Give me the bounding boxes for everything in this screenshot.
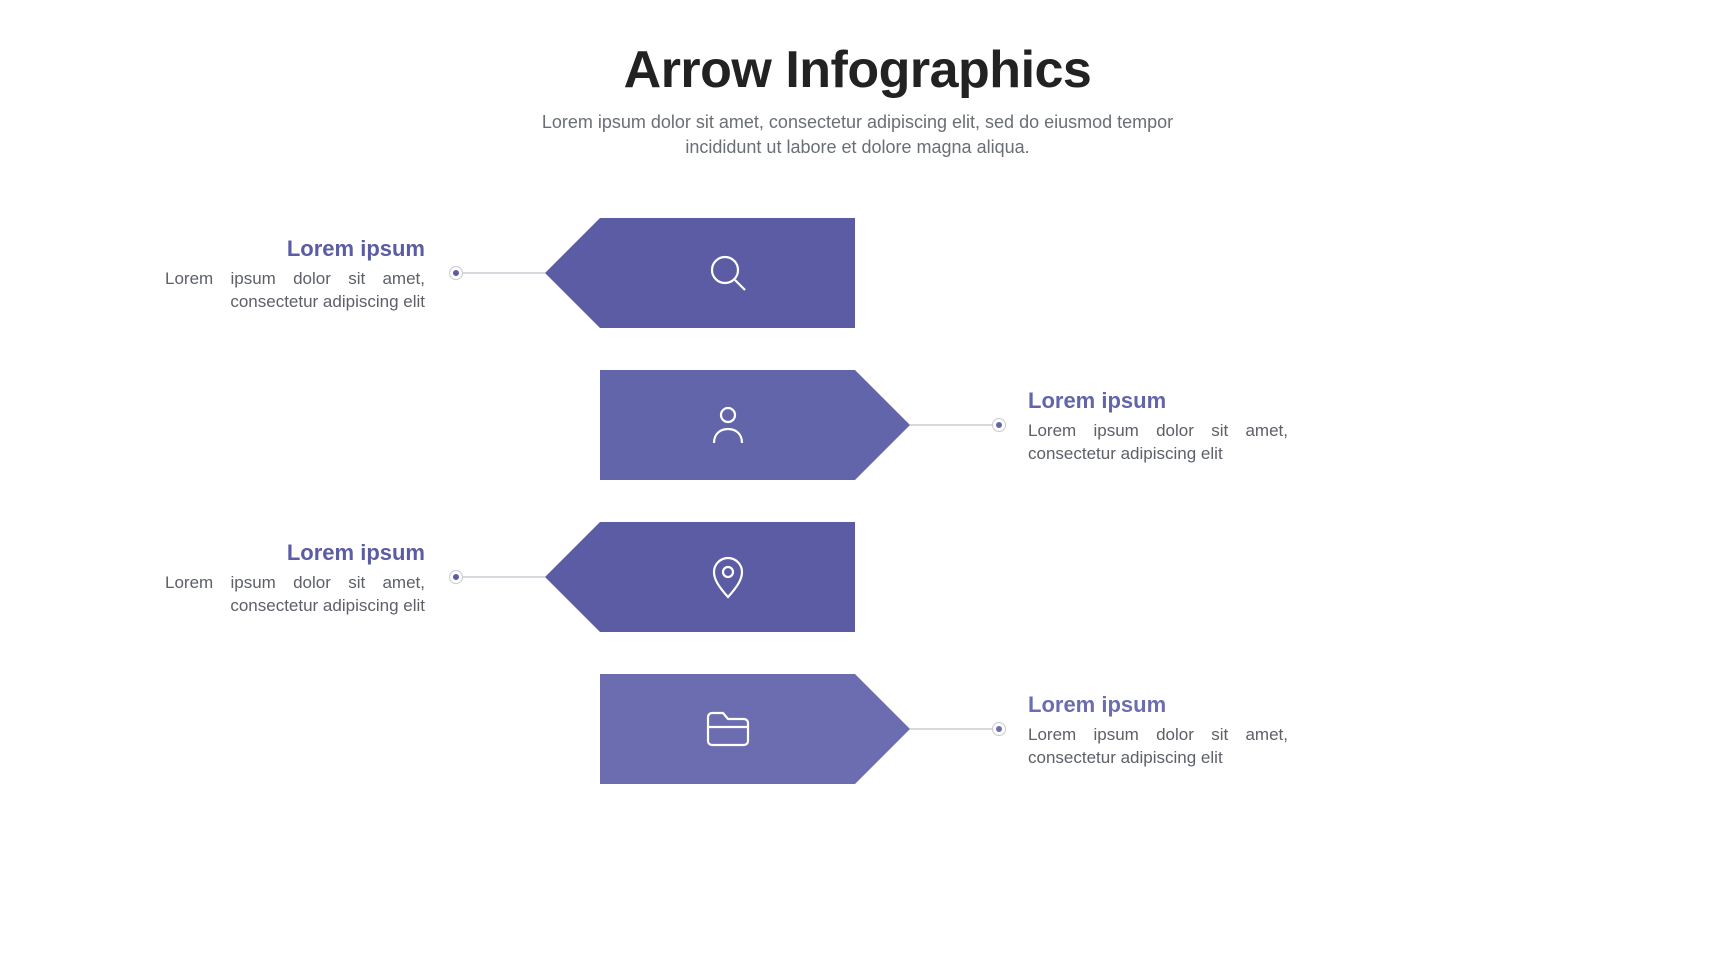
header: Arrow Infographics Lorem ipsum dolor sit…	[0, 0, 1715, 160]
connector-dot	[449, 570, 463, 584]
connector-line	[455, 272, 545, 274]
arrow-body	[600, 218, 855, 328]
item-body: Lorem ipsum dolor sit amet, consectetur …	[165, 572, 425, 618]
item-text: Lorem ipsum Lorem ipsum dolor sit amet, …	[1028, 388, 1288, 466]
page-title: Arrow Infographics	[0, 40, 1715, 100]
item-text: Lorem ipsum Lorem ipsum dolor sit amet, …	[165, 236, 425, 314]
folder-icon	[702, 705, 754, 753]
item-title: Lorem ipsum	[165, 540, 425, 566]
connector-dot	[992, 418, 1006, 432]
arrow-body	[600, 522, 855, 632]
item-body: Lorem ipsum dolor sit amet, consectetur …	[1028, 420, 1288, 466]
page-subtitle: Lorem ipsum dolor sit amet, consectetur …	[538, 110, 1178, 160]
connector-line	[910, 424, 1000, 426]
infographic-row: Lorem ipsum Lorem ipsum dolor sit amet, …	[0, 370, 1715, 480]
item-text: Lorem ipsum Lorem ipsum dolor sit amet, …	[165, 540, 425, 618]
arrow-body	[600, 674, 855, 784]
item-body: Lorem ipsum dolor sit amet, consectetur …	[165, 268, 425, 314]
connector-line	[455, 576, 545, 578]
arrow-tip	[855, 370, 910, 480]
arrow-tip	[545, 218, 600, 328]
infographic-rows: Lorem ipsum Lorem ipsum dolor sit amet, …	[0, 218, 1715, 826]
item-title: Lorem ipsum	[1028, 388, 1288, 414]
arrow-tip	[545, 522, 600, 632]
item-text: Lorem ipsum Lorem ipsum dolor sit amet, …	[1028, 692, 1288, 770]
arrow-tip	[855, 674, 910, 784]
location-icon	[704, 553, 752, 601]
connector-dot	[449, 266, 463, 280]
connector-dot	[992, 722, 1006, 736]
item-title: Lorem ipsum	[1028, 692, 1288, 718]
item-body: Lorem ipsum dolor sit amet, consectetur …	[1028, 724, 1288, 770]
user-icon	[704, 401, 752, 449]
connector-line	[910, 728, 1000, 730]
search-icon	[704, 249, 752, 297]
item-title: Lorem ipsum	[165, 236, 425, 262]
infographic-row: Lorem ipsum Lorem ipsum dolor sit amet, …	[0, 522, 1715, 632]
infographic-row: Lorem ipsum Lorem ipsum dolor sit amet, …	[0, 218, 1715, 328]
infographic-row: Lorem ipsum Lorem ipsum dolor sit amet, …	[0, 674, 1715, 784]
arrow-body	[600, 370, 855, 480]
